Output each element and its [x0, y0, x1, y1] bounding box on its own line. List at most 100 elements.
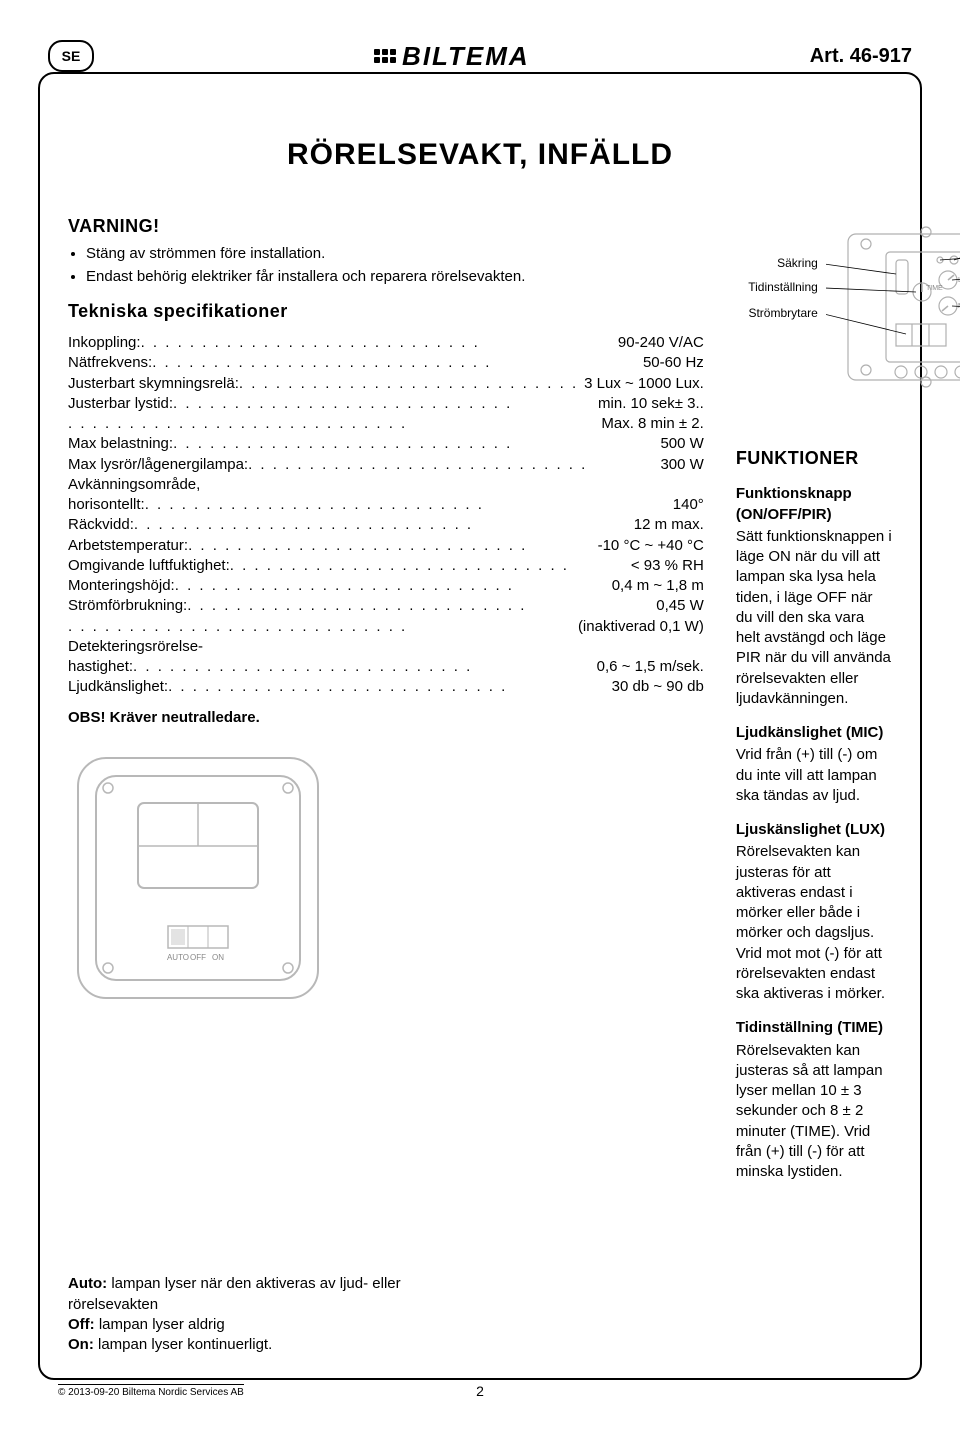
- spec-label: Nätfrekvens:: [68, 353, 152, 373]
- spec-row: horisontellt: 140°: [68, 495, 704, 515]
- left-column: VARNING! Stäng av strömmen före installa…: [68, 214, 704, 1194]
- spec-value: Max. 8 min ± 2.: [595, 414, 703, 434]
- spec-dots: [248, 455, 654, 475]
- spec-label: horisontellt:: [68, 495, 145, 515]
- spec-row: Max. 8 min ± 2.: [68, 414, 704, 434]
- spec-row: Avkänningsområde,: [68, 475, 704, 495]
- spec-row: Strömförbrukning: 0,45 W: [68, 596, 704, 616]
- spec-dots: [230, 556, 625, 576]
- spec-row: (inaktiverad 0,1 W): [68, 617, 704, 637]
- spec-label: Justerbart skymningsrelä:: [68, 374, 239, 394]
- label-time-setting: Tidinställning: [732, 280, 818, 294]
- functions-heading: FUNKTIONER: [736, 446, 892, 470]
- mode-explanations: Auto: lampan lyser när den aktiveras av …: [68, 1274, 468, 1355]
- spec-row: Max belastning: 500 W: [68, 434, 704, 454]
- spec-value: 50-60 Hz: [637, 353, 704, 373]
- page-title: RÖRELSEVAKT, INFÄLLD: [68, 138, 892, 172]
- on-text: lampan lyser kontinuerligt.: [98, 1336, 272, 1353]
- spec-dots: [152, 353, 637, 373]
- list-item: Endast behörig elektriker får installera…: [86, 267, 704, 287]
- content: RÖRELSEVAKT, INFÄLLD VARNING! Stäng av s…: [48, 78, 912, 1395]
- spec-dots: [168, 677, 606, 697]
- functions-section: FUNKTIONER Funktionsknapp (ON/OFF/PIR) S…: [736, 446, 892, 1182]
- func-lux-heading: Ljuskänslighet (LUX): [736, 820, 892, 840]
- spec-value: 3 Lux ~ 1000 Lux.: [578, 374, 704, 394]
- spec-row: Räckvidd:12 m max.: [68, 515, 704, 535]
- right-column: Säkring Tidinställning Strömbrytare: [736, 214, 892, 1194]
- spec-row: Nätfrekvens: 50-60 Hz: [68, 353, 704, 373]
- spec-value: 0,4 m ~ 1,8 m: [606, 576, 704, 596]
- switch-label-auto: AUTO: [167, 953, 189, 962]
- front-plate-diagram: AUTO OFF ON: [68, 748, 328, 1008]
- warning-list: Stäng av strömmen före installation. End…: [68, 244, 704, 287]
- spec-dots: [175, 576, 606, 596]
- spec-dots: [145, 495, 667, 515]
- spec-dots: [134, 515, 628, 535]
- spec-value: < 93 % RH: [625, 556, 704, 576]
- spec-value: 0,45 W: [650, 596, 704, 616]
- columns: VARNING! Stäng av strömmen före installa…: [68, 214, 892, 1194]
- spec-row: Omgivande luftfuktighet:< 93 % RH: [68, 556, 704, 576]
- on-label: On:: [68, 1336, 94, 1353]
- spec-row: Justerbart skymningsrelä: 3 Lux ~ 1000 Lu…: [68, 374, 704, 394]
- brand-dots-icon: [374, 49, 396, 63]
- func-lux-text: Rörelsevakten kan justeras för att aktiv…: [736, 842, 892, 1004]
- spec-value: 12 m max.: [628, 515, 704, 535]
- page-footer: © 2013-09-20 Biltema Nordic Services AB …: [48, 1383, 912, 1399]
- spec-dots: [188, 536, 592, 556]
- brand-text: BILTEMA: [402, 41, 530, 72]
- auto-label: Auto:: [68, 1275, 107, 1292]
- spec-value: 140°: [667, 495, 704, 515]
- spec-row: Ljudkänslighet: 30 db ~ 90 db: [68, 677, 704, 697]
- spec-value: 300 W: [654, 455, 703, 475]
- spec-label: Ljudkänslighet:: [68, 677, 168, 697]
- off-text: lampan lyser aldrig: [99, 1316, 225, 1333]
- back-diagram-wrapper: Säkring Tidinställning Strömbrytare: [736, 214, 892, 424]
- spec-label: Justerbar lystid:: [68, 394, 173, 414]
- spec-value: 30 db ~ 90 db: [606, 677, 704, 697]
- spec-dots: [68, 414, 595, 434]
- copyright: © 2013-09-20 Biltema Nordic Services AB: [58, 1384, 244, 1398]
- country-badge: SE: [48, 40, 94, 72]
- spec-dots: [173, 434, 654, 454]
- spec-label: Max lysrör/lågenergilampa:: [68, 455, 248, 475]
- back-plate-diagram: TIME LUX MIC: [826, 214, 960, 414]
- func-onoff-heading: Funktionsknapp (ON/OFF/PIR): [736, 484, 892, 525]
- spec-label: Max belastning:: [68, 434, 173, 454]
- func-time-text: Rörelsevakten kan justeras så att lampan…: [736, 1041, 892, 1183]
- warning-heading: VARNING!: [68, 214, 704, 238]
- func-time-heading: Tidinställning (TIME): [736, 1018, 892, 1038]
- spec-label: Monteringshöjd:: [68, 576, 175, 596]
- page-header: SE BILTEMA Art. 46-917: [48, 40, 912, 72]
- spec-row: Max lysrör/lågenergilampa: 300 W: [68, 455, 704, 475]
- spec-dots: [141, 333, 612, 353]
- label-fuse: Säkring: [732, 256, 818, 270]
- brand-logo: BILTEMA: [374, 41, 530, 72]
- spec-label: Detekteringsrörelse-: [68, 637, 203, 657]
- spec-dots: [173, 394, 592, 414]
- switch-label-on: ON: [212, 953, 224, 962]
- spec-label: Avkänningsområde,: [68, 475, 200, 495]
- list-item: Stäng av strömmen före installation.: [86, 244, 704, 264]
- spec-dots: [239, 374, 578, 394]
- specs-table: Inkoppling:90-240 V/ACNätfrekvens: 50-60 …: [68, 333, 704, 698]
- spec-label: hastighet:: [68, 657, 133, 677]
- spec-value: min. 10 sek± 3..: [592, 394, 704, 414]
- spec-row: Arbetstemperatur:-10 °C ~ +40 °C: [68, 536, 704, 556]
- spec-value: 500 W: [654, 434, 703, 454]
- off-label: Off:: [68, 1316, 95, 1333]
- spec-dots: [133, 657, 591, 677]
- func-mic-text: Vrid från (+) till (-) om du inte vill a…: [736, 745, 892, 806]
- spec-value: (inaktiverad 0,1 W): [572, 617, 704, 637]
- spec-row: Monteringshöjd: 0,4 m ~ 1,8 m: [68, 576, 704, 596]
- func-onoff-text: Sätt funktionsknappen i läge ON när du v…: [736, 527, 892, 709]
- auto-text: lampan lyser när den aktiveras av ljud- …: [68, 1275, 401, 1312]
- spec-row: Inkoppling:90-240 V/AC: [68, 333, 704, 353]
- spec-label: Inkoppling:: [68, 333, 141, 353]
- func-mic-heading: Ljudkänslighet (MIC): [736, 723, 892, 743]
- spec-dots: [68, 617, 572, 637]
- spec-label: Arbetstemperatur:: [68, 536, 188, 556]
- label-switch: Strömbrytare: [732, 306, 818, 320]
- page: SE BILTEMA Art. 46-917 RÖRELSEVAKT, INFÄ…: [0, 0, 960, 1435]
- spec-label: Strömförbrukning:: [68, 596, 187, 616]
